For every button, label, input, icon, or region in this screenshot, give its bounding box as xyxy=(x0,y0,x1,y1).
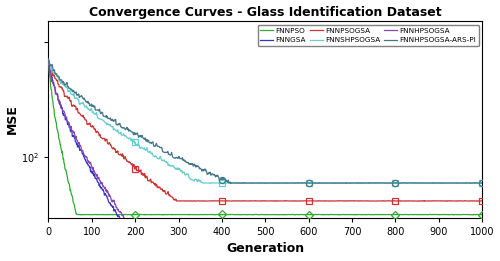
FNNSHPSOGSA xyxy=(72,97,78,100)
Title: Convergence Curves - Glass Identification Dataset: Convergence Curves - Glass Identificatio… xyxy=(89,5,442,19)
FNNSHPSOGSA xyxy=(134,143,140,146)
FNNSHPSOGSA xyxy=(400,181,406,185)
FNNPSO xyxy=(458,213,464,216)
FNNHPSOGSA xyxy=(400,232,406,235)
FNNSHPSOGSA xyxy=(384,181,390,185)
FNNHPSOGSA xyxy=(430,232,436,235)
FNNSHPSOGSA xyxy=(479,181,485,185)
FNNSHPSOGSA xyxy=(207,182,213,185)
FNNPSOGSA xyxy=(400,199,406,203)
FNNPSOGSA xyxy=(384,199,390,203)
FNNHPSOGSA xyxy=(458,232,464,235)
FNNHPSOGSA-ARS-PI xyxy=(46,58,52,61)
Legend: FNNPSO, FNNGSA, FNNPSOGSA, FNNSHPSOGSA, FNNHPSOGSA, FNNHPSOGSA-ARS-PI: FNNPSO, FNNGSA, FNNPSOGSA, FNNSHPSOGSA, … xyxy=(258,25,478,46)
FNNGSA xyxy=(458,223,464,227)
FNNHPSOGSA xyxy=(134,232,140,235)
FNNPSOGSA xyxy=(72,104,78,108)
Line: FNNSHPSOGSA: FNNSHPSOGSA xyxy=(48,60,482,183)
FNNHPSOGSA-ARS-PI xyxy=(228,182,234,185)
FNNHPSOGSA-ARS-PI xyxy=(479,181,485,185)
FNNPSO xyxy=(384,213,390,216)
FNNPSO xyxy=(479,213,485,216)
Line: FNNHPSOGSA-ARS-PI: FNNHPSOGSA-ARS-PI xyxy=(48,60,482,183)
FNNSHPSOGSA xyxy=(46,58,52,61)
FNNPSO xyxy=(400,213,406,216)
FNNHPSOGSA xyxy=(72,133,78,137)
FNNHPSOGSA-ARS-PI xyxy=(400,181,406,185)
FNNGSA xyxy=(134,223,140,227)
FNNPSO xyxy=(160,213,166,217)
FNNGSA xyxy=(72,136,78,139)
FNNPSOGSA xyxy=(429,199,435,203)
FNNHPSOGSA-ARS-PI xyxy=(134,132,140,135)
FNNGSA xyxy=(400,223,406,227)
FNNSHPSOGSA xyxy=(430,181,436,185)
FNNHPSOGSA xyxy=(300,232,306,235)
Line: FNNHPSOGSA: FNNHPSOGSA xyxy=(48,60,482,234)
X-axis label: Generation: Generation xyxy=(226,242,304,256)
Line: FNNGSA: FNNGSA xyxy=(48,60,482,228)
FNNHPSOGSA xyxy=(479,232,485,235)
FNNPSOGSA xyxy=(46,58,52,61)
FNNPSO xyxy=(134,213,140,216)
Line: FNNPSOGSA: FNNPSOGSA xyxy=(48,60,482,201)
FNNPSOGSA xyxy=(134,169,140,172)
FNNPSOGSA xyxy=(458,199,464,202)
FNNHPSOGSA xyxy=(46,58,52,61)
FNNPSO xyxy=(430,213,436,216)
FNNHPSOGSA-ARS-PI xyxy=(458,182,464,185)
FNNGSA xyxy=(124,226,130,229)
FNNGSA xyxy=(384,224,390,227)
FNNPSO xyxy=(72,207,78,210)
FNNGSA xyxy=(430,223,436,227)
FNNPSOGSA xyxy=(479,199,485,203)
Y-axis label: MSE: MSE xyxy=(6,105,18,134)
FNNPSOGSA xyxy=(444,200,450,203)
FNNHPSOGSA-ARS-PI xyxy=(430,181,436,184)
FNNPSO xyxy=(46,58,52,61)
FNNHPSOGSA xyxy=(384,232,390,235)
FNNGSA xyxy=(46,58,52,61)
Line: FNNPSO: FNNPSO xyxy=(48,60,482,215)
FNNHPSOGSA-ARS-PI xyxy=(72,91,78,94)
FNNGSA xyxy=(479,223,485,227)
FNNSHPSOGSA xyxy=(458,182,464,185)
FNNHPSOGSA-ARS-PI xyxy=(384,181,390,185)
